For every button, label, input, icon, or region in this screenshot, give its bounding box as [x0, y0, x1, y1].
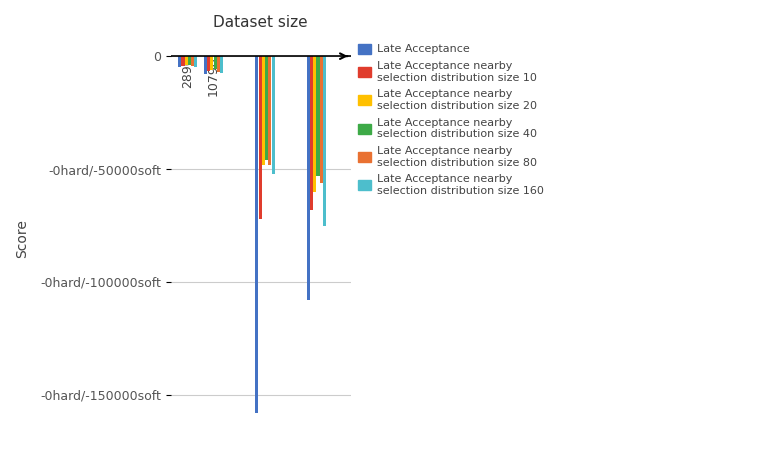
Bar [188, 56, 191, 65]
Bar [185, 56, 188, 65]
Bar [310, 56, 313, 210]
Bar [265, 56, 268, 160]
Bar [210, 56, 213, 70]
Bar [317, 56, 320, 176]
Bar [268, 56, 271, 165]
Y-axis label: Score: Score [15, 220, 29, 258]
Bar [320, 56, 323, 182]
Bar [181, 56, 185, 66]
Legend: Late Acceptance, Late Acceptance nearby
selection distribution size 10, Late Acc: Late Acceptance, Late Acceptance nearby … [358, 44, 543, 196]
Bar [256, 56, 258, 413]
Bar [262, 56, 265, 165]
Bar [220, 56, 223, 73]
Bar [271, 56, 274, 173]
Bar [207, 56, 210, 71]
Bar [213, 56, 217, 69]
Bar [217, 56, 220, 72]
Bar [307, 56, 310, 300]
Bar [314, 56, 316, 192]
Bar [195, 56, 198, 66]
Bar [178, 56, 181, 67]
Bar [259, 56, 262, 219]
Bar [204, 56, 207, 74]
Bar [323, 56, 326, 226]
Title: Dataset size: Dataset size [213, 15, 308, 30]
Bar [191, 56, 194, 66]
